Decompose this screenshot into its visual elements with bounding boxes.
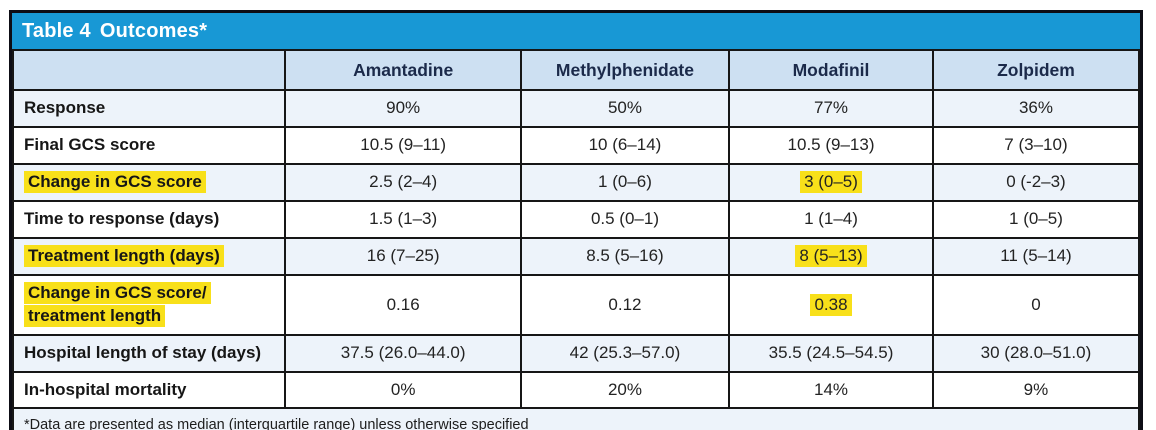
row-label: Hospital length of stay (days) [11,333,287,373]
table-row: Treatment length (days) 16 (7–25) 8.5 (5–1… [11,236,1141,276]
cell-value: 1 (0–5) [931,199,1141,239]
column-header-methylphenidate: Methylphenidate [519,49,731,91]
table-title-bar: Table 4 Outcomes* [12,13,1140,49]
highlighted-cell-value: 8 (5–13) [795,245,867,268]
cell-value: 77% [728,89,934,128]
table-row: Hospital length of stay (days) 37.5 (26.0… [11,333,1141,373]
table-row: Time to response (days) 1.5 (1–3) 0.5 (0–1… [11,199,1141,239]
footnote-text: *Data are presented as median (interquar… [12,407,1140,430]
row-label: Change in GCS score/treatment length [11,273,287,336]
highlighted-label-text: treatment length [24,304,166,327]
row-label: Final GCS score [11,125,287,165]
header-row: Amantadine Methylphenidate Modafinil Zol… [11,49,1141,91]
cell-value: 7 (3–10) [931,125,1141,165]
cell-value: 20% [519,370,731,410]
row-label: Response [11,89,287,128]
row-label: In-hospital mortality [11,370,287,410]
table-number: Table 4 [22,20,91,42]
highlighted-cell-value: 0.38 [810,293,852,316]
cell-value: 3 (0–5) [728,162,934,202]
cell-value: 16 (7–25) [284,236,522,276]
cell-value: 37.5 (26.0–44.0) [284,333,522,373]
table-footer: *Data are presented as median (interquar… [12,407,1140,430]
cell-value: 1 (1–4) [728,199,934,239]
cell-value: 0.38 [728,273,934,336]
footnote-row: *Data are presented as median (interquar… [12,407,1140,430]
table-title: Outcomes* [99,20,208,42]
cell-value: 10 (6–14) [519,125,731,165]
highlighted-label-text: Change in GCS score/ [24,281,211,304]
cell-value: 0.12 [519,273,731,336]
outcomes-table-frame: Table 4 Outcomes* Amantadine Methylphenid… [9,10,1143,430]
column-header-amantadine: Amantadine [284,49,522,91]
cell-value: 10.5 (9–11) [284,125,522,165]
outcomes-table: Amantadine Methylphenidate Modafinil Zol… [11,49,1141,430]
header-empty-cell [11,49,287,91]
highlighted-label-text: Change in GCS score [24,170,206,193]
row-label: Time to response (days) [11,199,287,239]
column-header-zolpidem: Zolpidem [931,49,1141,91]
table-row: Response 90% 50% 77% 36% [11,89,1141,128]
cell-value: 35.5 (24.5–54.5) [728,333,934,373]
cell-value: 50% [519,89,731,128]
highlighted-label-text: Treatment length (days) [24,244,224,267]
table-row: Change in GCS score/treatment length 0.16… [11,273,1141,336]
table-header: Amantadine Methylphenidate Modafinil Zol… [11,49,1141,91]
table-row: Change in GCS score 2.5 (2–4) 1 (0–6) 3 (0–… [11,162,1141,202]
cell-value: 0 (-2–3) [931,162,1141,202]
cell-value: 8 (5–13) [728,236,934,276]
table-row: Final GCS score 10.5 (9–11) 10 (6–14) 10.5 … [11,125,1141,165]
cell-value: 0.5 (0–1) [519,199,731,239]
cell-value: 1 (0–6) [519,162,731,202]
cell-value: 90% [284,89,522,128]
row-label: Change in GCS score [11,162,287,202]
cell-value: 0 [931,273,1141,336]
cell-value: 42 (25.3–57.0) [519,333,731,373]
column-header-modafinil: Modafinil [728,49,934,91]
cell-value: 36% [931,89,1141,128]
row-label: Treatment length (days) [11,236,287,276]
cell-value: 0.16 [284,273,522,336]
cell-value: 0% [284,370,522,410]
cell-value: 8.5 (5–16) [519,236,731,276]
cell-value: 11 (5–14) [931,236,1141,276]
cell-value: 2.5 (2–4) [284,162,522,202]
cell-value: 30 (28.0–51.0) [931,333,1141,373]
cell-value: 1.5 (1–3) [284,199,522,239]
cell-value: 9% [931,370,1141,410]
cell-value: 14% [728,370,934,410]
table-row: In-hospital mortality 0% 20% 14% 9% [11,370,1141,410]
cell-value: 10.5 (9–13) [728,125,934,165]
highlighted-cell-value: 3 (0–5) [800,171,862,194]
table-body: Response 90% 50% 77% 36% Final GCS score 10.5 … [11,89,1141,410]
